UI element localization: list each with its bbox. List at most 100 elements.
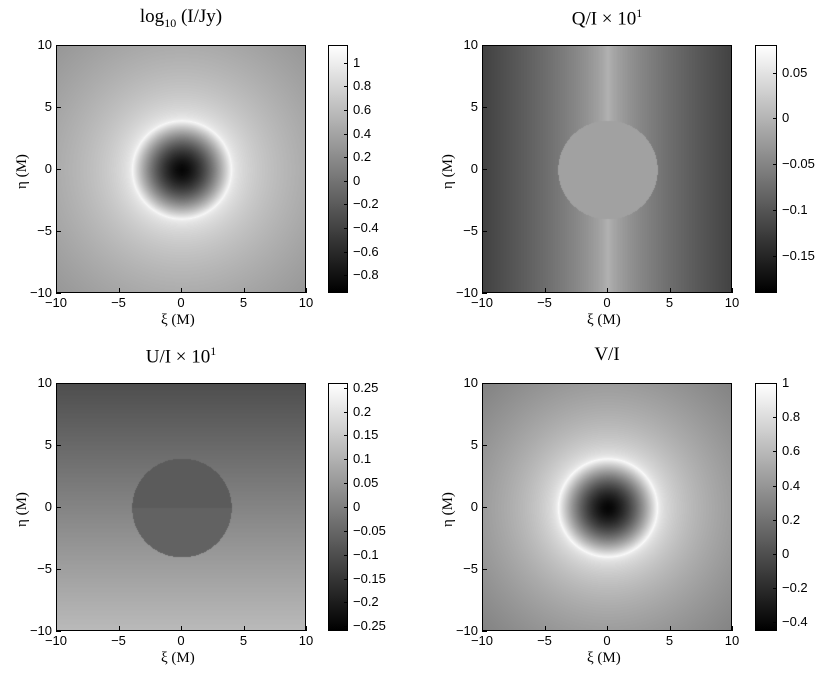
y-tick-mark — [56, 569, 61, 570]
colorbar-tick-label: 0.6 — [782, 443, 801, 459]
colorbar — [755, 383, 777, 631]
colorbar-tick-label: 0.4 — [353, 125, 372, 141]
colorbar-tick-mark — [773, 485, 777, 487]
heatmap-image — [57, 384, 305, 630]
x-axis-label: ξ (M) — [587, 650, 621, 666]
colorbar-tick-label: −0.2 — [353, 196, 379, 212]
x-tick-label: 5 — [239, 295, 248, 310]
x-tick-label: −10 — [44, 633, 68, 648]
colorbar-tick-mark — [344, 275, 348, 277]
colorbar-tick-mark — [344, 411, 348, 413]
x-tick-label: 0 — [177, 633, 185, 648]
colorbar-tick-mark — [773, 417, 777, 419]
y-tick-mark — [482, 45, 487, 46]
colorbar-tick-label: −0.4 — [782, 614, 808, 630]
x-tick-label: 5 — [665, 633, 674, 648]
colorbar — [755, 45, 777, 293]
y-tick-label: 10 — [37, 375, 52, 390]
heatmap-plot-area — [482, 383, 732, 631]
colorbar-tick-mark — [344, 157, 348, 159]
y-tick-label: 5 — [44, 99, 52, 114]
y-tick-label: 10 — [37, 37, 52, 52]
x-tick-mark — [306, 626, 307, 631]
x-tick-mark — [732, 288, 733, 293]
x-tick-mark — [607, 288, 608, 293]
y-tick-mark — [56, 107, 61, 108]
x-tick-label: −5 — [537, 633, 552, 648]
y-tick-label: −5 — [37, 223, 52, 238]
colorbar-tick-label: −0.8 — [353, 267, 379, 283]
chart-title-4: V/I — [482, 344, 732, 366]
colorbar-tick-label: −0.15 — [353, 570, 386, 586]
colorbar-tick-label: 0 — [782, 546, 790, 562]
colorbar-tick-label: 0 — [353, 172, 361, 188]
y-tick-label: 5 — [470, 99, 478, 114]
colorbar-tick-label: 0.1 — [353, 451, 372, 467]
colorbar-tick-mark — [344, 251, 348, 253]
y-tick-mark — [56, 231, 61, 232]
x-tick-mark — [306, 288, 307, 293]
y-tick-mark — [56, 169, 61, 170]
y-tick-label: −10 — [455, 623, 478, 638]
chart-title-1: log10 (I/Jy) — [56, 6, 306, 31]
y-tick-label: 5 — [470, 437, 478, 452]
colorbar-tick-label: 0.2 — [353, 403, 372, 419]
x-tick-mark — [669, 626, 671, 631]
chart-title-superscript: 1 — [636, 6, 643, 20]
colorbar-tick-label: −0.05 — [353, 522, 386, 538]
y-tick-label: 10 — [463, 375, 478, 390]
x-tick-label: 5 — [665, 295, 674, 310]
colorbar-tick-mark — [344, 626, 348, 628]
colorbar-tick-mark — [344, 204, 348, 206]
colorbar — [328, 45, 348, 293]
x-tick-label: −10 — [44, 295, 68, 310]
x-tick-mark — [544, 626, 546, 631]
colorbar-tick-mark — [344, 435, 348, 437]
y-tick-label: 0 — [470, 499, 478, 514]
x-tick-label: 10 — [298, 633, 314, 648]
colorbar-tick-mark — [344, 62, 348, 64]
y-tick-mark — [482, 631, 487, 632]
x-tick-label: 0 — [603, 633, 611, 648]
colorbar-tick-label: −0.1 — [782, 202, 808, 218]
chart-title-text: (I/Jy) — [176, 6, 223, 27]
y-tick-mark — [482, 507, 487, 508]
chart-title-text: U/I × 10 — [145, 346, 211, 368]
x-tick-label: 10 — [724, 633, 740, 648]
colorbar-tick-label: −0.25 — [353, 618, 386, 634]
colorbar-tick-mark — [773, 72, 777, 74]
x-tick-label: 10 — [724, 295, 740, 310]
x-tick-mark — [118, 626, 120, 631]
x-tick-mark — [181, 626, 182, 631]
y-tick-label: 0 — [44, 499, 52, 514]
x-tick-label: −10 — [470, 295, 494, 310]
colorbar-tick-mark — [773, 210, 777, 212]
y-axis-label: η (M) — [440, 154, 456, 189]
colorbar-tick-label: −0.2 — [353, 594, 379, 610]
colorbar-tick-mark — [773, 588, 777, 590]
heatmap-image — [57, 46, 305, 292]
x-tick-mark — [607, 626, 608, 631]
y-tick-label: 10 — [463, 37, 478, 52]
colorbar-tick-mark — [773, 164, 777, 166]
x-axis-label: ξ (M) — [161, 650, 195, 666]
y-tick-mark — [56, 45, 61, 46]
colorbar-tick-mark — [344, 507, 348, 508]
colorbar-tick-mark — [344, 86, 348, 88]
chart-title-subscript: 10 — [164, 15, 177, 30]
colorbar-tick-label: 1 — [782, 375, 790, 390]
colorbar-tick-mark — [773, 383, 777, 384]
heatmap-image — [483, 46, 731, 292]
colorbar-tick-mark — [344, 133, 348, 135]
y-tick-mark — [56, 445, 61, 446]
x-tick-mark — [482, 626, 483, 631]
colorbar-tick-label: 0.05 — [353, 475, 379, 491]
colorbar-tick-mark — [773, 451, 777, 453]
colorbar-tick-label: −0.6 — [353, 243, 379, 259]
chart-title-text: log — [139, 6, 165, 27]
colorbar-tick-label: −0.15 — [782, 248, 815, 264]
y-tick-mark — [56, 631, 61, 632]
colorbar-tick-label: 0.8 — [782, 409, 801, 425]
y-tick-mark — [56, 507, 61, 508]
colorbar-tick-mark — [773, 118, 777, 120]
